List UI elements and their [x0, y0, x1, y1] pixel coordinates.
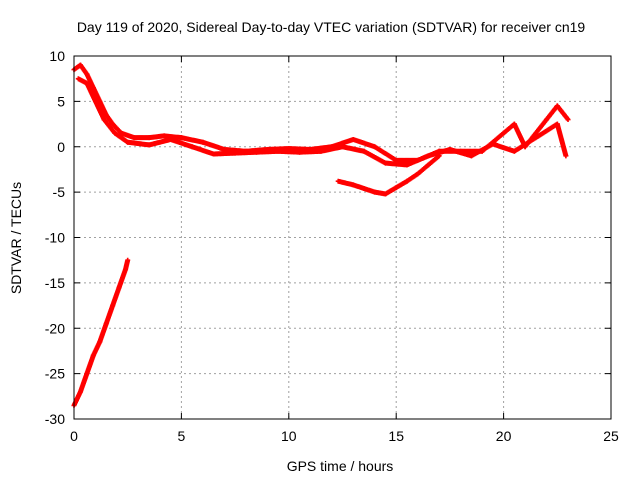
series-lower-band — [75, 76, 569, 168]
y-tick-label: 10 — [49, 48, 65, 64]
x-tick-label: 15 — [388, 428, 404, 444]
data-point — [125, 257, 131, 263]
x-tick-label: 10 — [281, 428, 297, 444]
axis-ticks: 0 5 10 15 20 25 10 5 0 -5 -10 -15 -20 -25 -30 — [45, 48, 619, 444]
y-axis-label: SDTVAR / TECUs — [8, 182, 24, 294]
x-tick-label: 0 — [70, 428, 78, 444]
y-tick-label: -15 — [45, 275, 65, 291]
x-tick-label: 25 — [603, 428, 619, 444]
series-falling-branch — [71, 257, 131, 408]
y-tick-label: -20 — [45, 320, 65, 336]
series-negative-arc — [335, 153, 442, 197]
y-tick-label: 5 — [57, 93, 65, 109]
y-tick-label: -30 — [45, 411, 65, 427]
data-point — [436, 153, 442, 159]
y-tick-label: -10 — [45, 230, 65, 246]
data-points — [71, 62, 571, 408]
chart-title: Day 119 of 2020, Sidereal Day-to-day VTE… — [77, 19, 586, 35]
x-tick-label: 20 — [496, 428, 512, 444]
series-upper-band — [71, 62, 571, 163]
y-tick-label: 0 — [57, 139, 65, 155]
x-tick-label: 5 — [178, 428, 186, 444]
y-tick-label: -5 — [53, 184, 66, 200]
y-tick-label: -25 — [45, 366, 65, 382]
x-axis-label: GPS time / hours — [287, 458, 394, 474]
grid — [74, 56, 611, 419]
data-point — [565, 117, 571, 123]
data-point — [563, 153, 569, 159]
